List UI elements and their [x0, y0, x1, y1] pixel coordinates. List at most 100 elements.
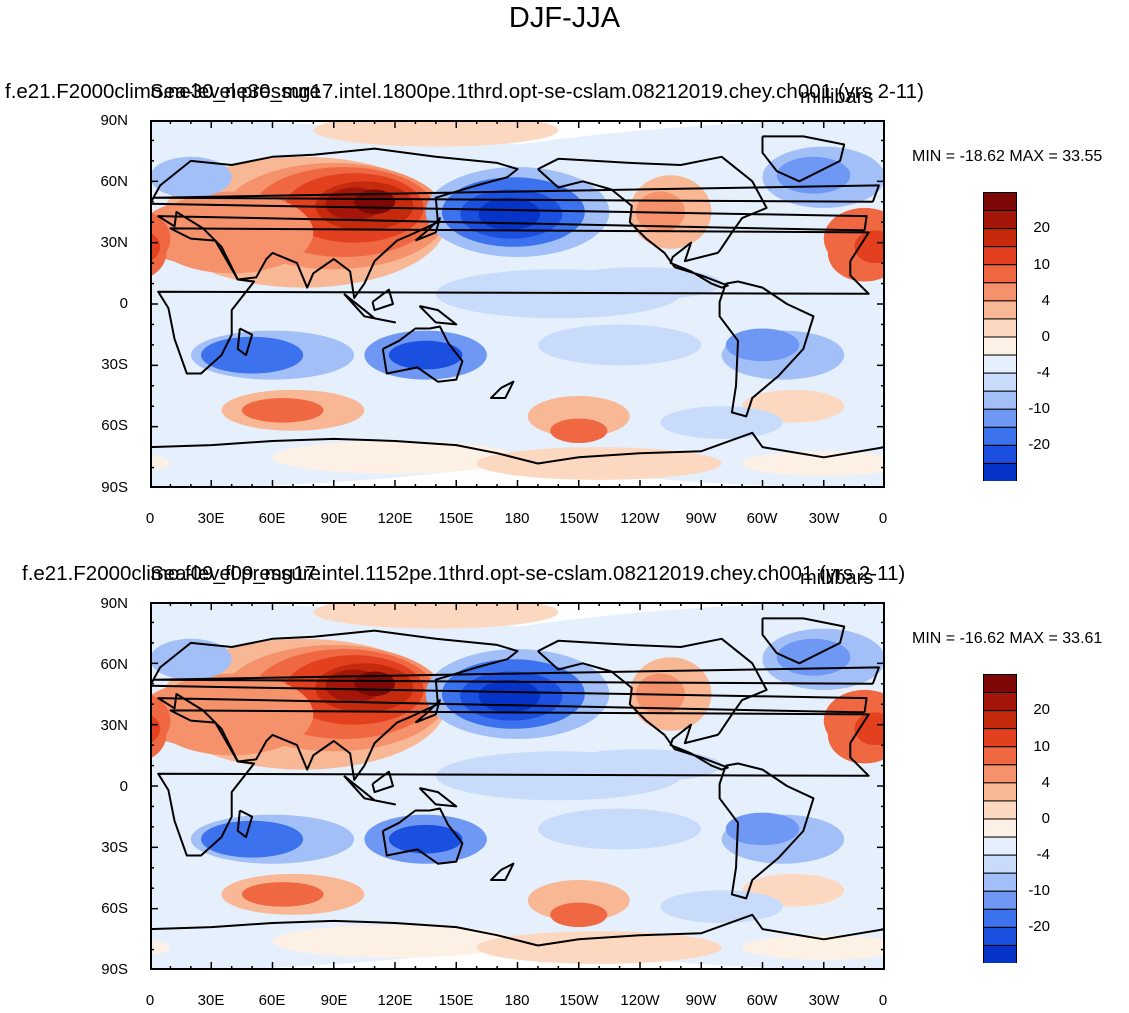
coastline: [343, 293, 396, 324]
anomaly-contour: [660, 406, 783, 439]
colorbar-box: [983, 408, 1017, 428]
lon-label: 150E: [438, 510, 474, 527]
colorbar-label: -4: [1036, 364, 1050, 381]
lat-label: 30N: [100, 234, 128, 251]
anomaly-contour: [854, 230, 885, 264]
colorbar-box: [983, 800, 1017, 820]
colorbar-label: 20: [1033, 701, 1050, 718]
anomaly-contour: [742, 451, 885, 476]
lat-label: 90S: [101, 479, 128, 496]
anomaly-contour: [550, 418, 608, 444]
panel-2-map: [150, 602, 885, 970]
lat-label: 90S: [101, 961, 128, 978]
coastline: [537, 155, 768, 289]
coastline: [153, 184, 880, 203]
colorbar-label: 10: [1033, 256, 1050, 273]
anomaly-contour: [150, 714, 161, 743]
panel-2-units: millibars: [800, 567, 874, 589]
lon-label: 90W: [685, 510, 717, 527]
colorbar-box: [983, 318, 1017, 338]
lon-label: 120W: [620, 992, 660, 1009]
colorbar-box: [983, 282, 1017, 302]
lon-label: 60E: [258, 992, 286, 1009]
lon-label: 0: [878, 510, 888, 527]
colorbar-box: [983, 818, 1017, 838]
colorbar-box: [983, 836, 1017, 856]
colorbar-box: [983, 228, 1017, 248]
coastline: [157, 709, 870, 857]
panel-2-case-title: f.e21.F2000climo.f09_f09_mg17.intel.1152…: [22, 562, 906, 585]
lon-label: 120E: [377, 510, 413, 527]
colorbar-box: [983, 872, 1017, 892]
anomaly-contour: [201, 336, 304, 374]
lat-label: 60S: [101, 417, 128, 434]
anomaly-contour: [558, 267, 722, 300]
lat-label: 90N: [100, 112, 128, 129]
lat-label: 90N: [100, 595, 128, 612]
coastline: [418, 787, 458, 808]
colorbar-box: [983, 728, 1017, 748]
colorbar-label: 0: [1041, 328, 1050, 345]
colorbar-label: 10: [1033, 738, 1050, 755]
anomaly-contour: [478, 197, 540, 231]
lat-label: 0: [119, 778, 128, 795]
colorbar-box: [983, 300, 1017, 320]
anomaly-contour: [150, 455, 171, 472]
lat-label: 60N: [100, 656, 128, 673]
panel-1-case-title: f.e21.F2000climo.ne30_ne30_mg17.intel.18…: [5, 80, 924, 103]
anomaly-contour: [725, 812, 800, 846]
colorbar-box: [983, 336, 1017, 356]
colorbar-box: [983, 926, 1017, 946]
lat-label: 60S: [101, 900, 128, 917]
anomaly-contour: [201, 820, 304, 858]
lon-label: 0: [878, 992, 888, 1009]
anomaly-contour: [313, 120, 559, 147]
coastline: [418, 305, 458, 326]
coastline: [371, 288, 394, 312]
anomaly-contour: [272, 925, 518, 958]
coastline: [150, 629, 868, 781]
colorbar-label: -20: [1028, 918, 1050, 935]
lat-label: 60N: [100, 173, 128, 190]
lon-label: 60W: [746, 992, 778, 1009]
lon-label: 90W: [685, 992, 717, 1009]
colorbar-box: [983, 426, 1017, 446]
colorbar-box: [983, 192, 1017, 212]
colorbar-box: [983, 372, 1017, 392]
lon-label: 0: [145, 992, 155, 1009]
colorbar-box: [983, 908, 1017, 928]
lat-label: 30S: [101, 839, 128, 856]
lon-label: 30W: [808, 992, 840, 1009]
coastline: [537, 637, 768, 771]
anomaly-contour: [150, 156, 232, 198]
colorbar-box: [983, 944, 1017, 963]
coastline: [343, 775, 396, 806]
panel-2-colorbar: [983, 674, 1017, 963]
coastline: [414, 217, 441, 242]
coastline: [157, 227, 870, 375]
coastline: [150, 431, 885, 465]
anomaly-contour: [388, 824, 463, 854]
lat-label: 0: [119, 295, 128, 312]
coastline: [490, 380, 515, 399]
colorbar-box: [983, 890, 1017, 910]
anomaly-contour: [476, 931, 722, 964]
anomaly-contour: [854, 712, 885, 746]
colorbar-box: [983, 674, 1017, 694]
anomaly-contour: [660, 890, 783, 923]
coastline: [236, 327, 254, 357]
lon-label: 150W: [559, 992, 599, 1009]
coastline: [381, 807, 464, 865]
colorbar-label: 4: [1041, 292, 1050, 309]
colorbar-box: [983, 390, 1017, 410]
lon-label: 30W: [808, 510, 840, 527]
colorbar-box: [983, 462, 1017, 481]
anomaly-contour: [150, 939, 171, 956]
lon-label: 180: [504, 992, 530, 1009]
anomaly-contour: [388, 340, 463, 370]
anomaly-contour: [476, 447, 722, 480]
lon-label: 30E: [197, 510, 225, 527]
colorbar-box: [983, 692, 1017, 712]
lon-label: 180: [504, 510, 530, 527]
panel-2-variable-title: Sea-level pressure: [150, 562, 321, 585]
